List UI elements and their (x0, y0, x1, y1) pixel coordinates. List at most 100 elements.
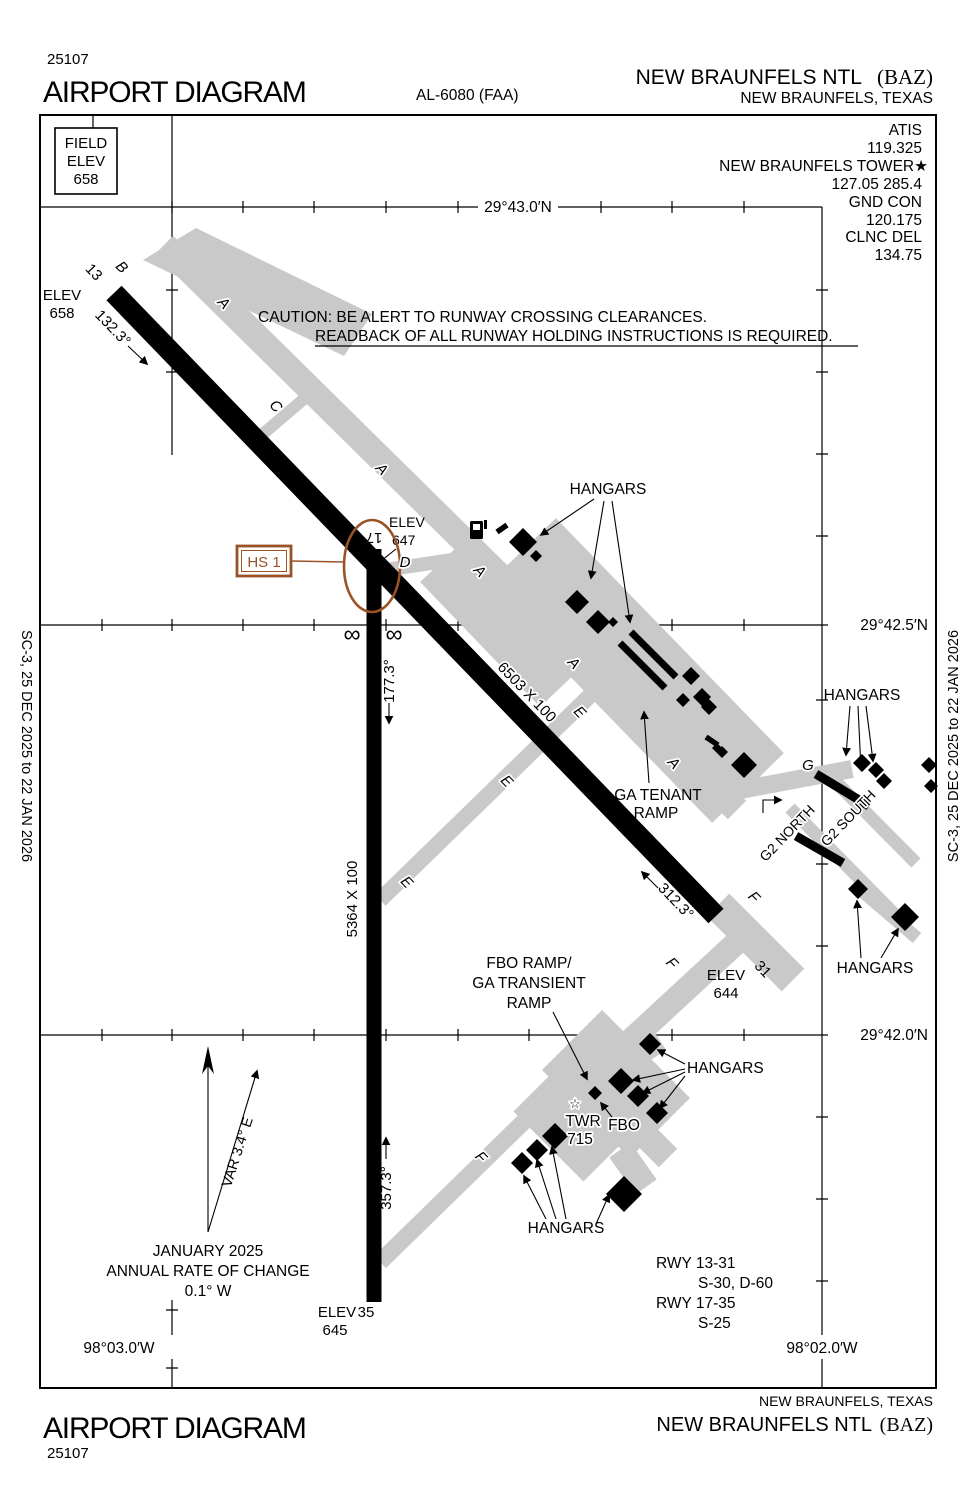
compass-rose: VAR 3.4° E JANUARY 2025 ANNUAL RATE OF C… (106, 1046, 310, 1300)
variation-arrow (207, 1069, 260, 1233)
taxiway-pavement (143, 228, 922, 1269)
lat-top-label: 29°43.0′N (484, 199, 552, 216)
facility-labels: HANGARS HANGARS HANGARS HANGARS HANGARS … (472, 481, 913, 1237)
rwy-data-line3: RWY 17-35 (656, 1295, 736, 1312)
procedure-id: AL-6080 (FAA) (416, 87, 519, 104)
runway-13-31 (106, 285, 724, 924)
graticule (40, 115, 828, 1388)
rwy35-number: 35 (358, 1304, 375, 1321)
buildings (495, 522, 938, 1212)
hangars-label-top: HANGARS (570, 481, 647, 498)
city-state: NEW BRAUNFELS, TEXAS (740, 90, 933, 107)
chart-number: 25107 (47, 51, 89, 68)
rwy-data-line1: RWY 13-31 (656, 1255, 736, 1272)
elev-13-label: ELEV (43, 287, 81, 304)
taxiway-b-pavement (143, 228, 372, 356)
hangars-arrow (865, 705, 877, 763)
field-elev-line1: FIELD (65, 135, 108, 152)
hangars-arrow (880, 927, 899, 959)
hangars-arrow (856, 705, 866, 772)
rwy13-heading-arrow (127, 345, 149, 366)
elev-13-value: 658 (49, 305, 74, 322)
taxiway-f-label: F (744, 888, 763, 907)
hangars-label-south: HANGARS (528, 1220, 605, 1237)
g2-hangar-row-bars (793, 770, 872, 867)
hot-spot-leader (290, 560, 346, 563)
tower-freqs: 127.05 285.4 (831, 176, 922, 193)
taxiway-labels: B A C A D A A A E E E G F F F G2 NORTH G… (110, 256, 880, 1169)
lon-right-ticks (816, 289, 828, 1282)
caution-line2: READBACK OF ALL RUNWAY HOLDING INSTRUCTI… (315, 328, 833, 345)
fbo-ramp-line2: GA TRANSIENT (472, 975, 586, 992)
gnd-con-freq: 120.175 (866, 212, 922, 229)
runways (106, 285, 724, 1302)
hangars-arrow (539, 498, 595, 536)
footer-city-state: NEW BRAUNFELS, TEXAS (759, 1393, 933, 1409)
edition-note-left: SC-3, 25 DEC 2025 to 22 JAN 2026 (18, 630, 34, 862)
fbo-ramp-line1: FBO RAMP/ (486, 955, 572, 972)
fuel-pump-window (473, 524, 480, 530)
lat-mid-label: 29°42.5′N (860, 617, 928, 634)
ga-tenant-ramp-arrow (640, 710, 650, 784)
field-elev-line2: ELEV (67, 153, 105, 170)
lat-top-ticks (171, 201, 745, 213)
rwy-data-line4: S-25 (698, 1315, 731, 1332)
hangars-arrow (595, 1193, 611, 1225)
field-elev-box: FIELD ELEV 658 (54, 127, 118, 195)
hangars-arrow (656, 1049, 686, 1065)
rwy-data-line2: S-30, D-60 (698, 1275, 773, 1292)
lon-left-ticks (166, 289, 178, 1369)
rwy13-number: 13 (82, 260, 106, 284)
rwy31-heading-arrow (640, 870, 659, 889)
hangars-arrow (549, 1145, 567, 1220)
fuel-pump-hose (484, 520, 487, 529)
hangars-arrow (535, 1158, 557, 1220)
rwy35-heading: 357.3° (378, 1166, 395, 1210)
footer-title: AIRPORT DIAGRAM (43, 1412, 306, 1445)
tower-label: TWR (565, 1113, 600, 1130)
hangars-arrow (587, 500, 605, 580)
ga-tenant-ramp-line2: RAMP (634, 805, 679, 822)
elev-17-leader (380, 548, 397, 562)
hangars-arrow (853, 899, 862, 959)
elev-31-value: 644 (713, 985, 738, 1002)
taxiway-f-label: F (662, 954, 681, 973)
page-title: AIRPORT DIAGRAM (43, 76, 306, 109)
elev-17-label: ELEV (389, 514, 425, 530)
ga-transient-ramp-pavement (513, 1058, 637, 1182)
clnc-del-freq: 134.75 (875, 247, 922, 264)
hot-spot-box-inner (241, 550, 287, 572)
lat-bottom-label: 29°42.0′N (860, 1027, 928, 1044)
field-elev-border (54, 127, 118, 195)
gnd-con-label: GND CON (849, 194, 922, 211)
chart-border (39, 114, 937, 1389)
g2-north-arrow (762, 795, 783, 813)
fbo-label: FBO (608, 1117, 640, 1134)
rwy17-35-dimensions: 5364 X 100 (344, 861, 361, 938)
hangars-arrow (842, 705, 851, 757)
caution-line1: CAUTION: BE ALERT TO RUNWAY CROSSING CLE… (258, 309, 707, 326)
graticule-labels: 29°43.0′N 29°42.5′N 29°42.0′N 98°03.0′W … (62, 199, 928, 1359)
footer-airport-name: NEW BRAUNFELS NTL (656, 1414, 872, 1436)
taxiway-g-label: G (802, 757, 814, 774)
airport-code: (BAZ) (877, 65, 933, 89)
atis-freq: 119.325 (867, 140, 922, 157)
footer-chart-number: 25107 (47, 1445, 89, 1462)
ga-tenant-ramp-pavement (484, 518, 784, 823)
field-elev-value: 658 (73, 171, 98, 188)
small-building-bars (495, 522, 720, 748)
atis-label: ATIS (889, 122, 922, 139)
hangars-arrow (641, 1071, 686, 1094)
north-arrow-head (202, 1046, 214, 1074)
taxiway-b-label: B (112, 258, 131, 277)
hangars-arrow (631, 1068, 686, 1083)
building-diamonds (509, 528, 938, 1212)
apron-near-d (420, 543, 580, 708)
taxiway-f-south-pavement (374, 1091, 554, 1269)
hangar-row-bars (617, 629, 679, 691)
hot-spot: HS 1 (235, 518, 402, 614)
hot-spot-ellipse (342, 518, 402, 614)
runway-symbol-left: ∞ (343, 621, 360, 648)
